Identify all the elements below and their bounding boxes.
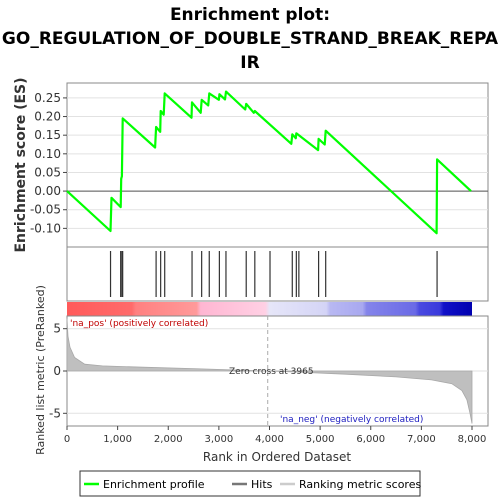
x-tick-label: 5,000 [306, 434, 335, 445]
x-tick-label: 3,000 [205, 434, 234, 445]
es-y-axis: 0.25 0.20 0.15 0.10 0.05 0.00 -0.05 -0.10 [30, 91, 67, 235]
x-axis: 0 1,000 2,000 3,000 4,000 5,000 6,000 7,000 8,00… [64, 426, 487, 445]
x-axis-label: Rank in Ordered Dataset [203, 450, 351, 464]
hits-marks [109, 251, 438, 297]
metric-y-tick-label: -5 [49, 406, 61, 420]
x-tick-label: 4,000 [255, 434, 284, 445]
neg-label: 'na_neg' (negatively correlated) [280, 415, 423, 425]
ranking-metric-area [66, 318, 473, 424]
es-y-tick-label: 0.00 [34, 184, 61, 198]
chart-title-line1: Enrichment plot: [170, 5, 330, 25]
es-y-tick-label: 0.05 [34, 165, 61, 179]
es-y-tick-label: 0.20 [34, 110, 61, 124]
enrichment-profile-line [66, 90, 472, 235]
es-panel-frame [66, 82, 489, 248]
es-y-tick-label: 0.15 [34, 128, 61, 142]
es-y-tick-label: -0.05 [30, 203, 61, 217]
es-y-tick-label: 0.25 [34, 91, 61, 105]
x-tick-label: 7,000 [407, 434, 436, 445]
legend-enrichment-label: Enrichment profile [103, 478, 205, 491]
metric-y-tick-label: 5 [53, 322, 61, 336]
metric-y-axis: 5 0 -5 [49, 322, 67, 420]
metric-y-axis-label: Ranked list metric (PreRanked) [34, 285, 47, 455]
x-tick-label: 2,000 [154, 434, 183, 445]
legend-hits-label: Hits [251, 478, 273, 491]
x-tick-label: 0 [64, 434, 70, 445]
ranking-color-bar [67, 302, 472, 316]
legend-box [79, 470, 421, 497]
chart-title-line3: IR [240, 53, 259, 73]
metric-y-tick-label: 0 [53, 364, 61, 378]
hits-panel-frame [66, 246, 489, 302]
x-tick-label: 1,000 [103, 434, 132, 445]
chart-title-line2: GO_REGULATION_OF_DOUBLE_STRAND_BREAK_REP… [2, 29, 499, 49]
x-tick-label: 8,000 [458, 434, 487, 445]
es-y-axis-label: Enrichment score (ES) [13, 77, 29, 252]
es-y-tick-label: -0.10 [30, 221, 61, 235]
x-tick-label: 6,000 [356, 434, 385, 445]
pos-label: 'na_pos' (positively correlated) [70, 319, 208, 329]
es-y-tick-label: 0.10 [34, 147, 61, 161]
zero-cross-label: Zero cross at 3965 [229, 367, 314, 377]
legend-ranking-label: Ranking metric scores [299, 478, 421, 491]
